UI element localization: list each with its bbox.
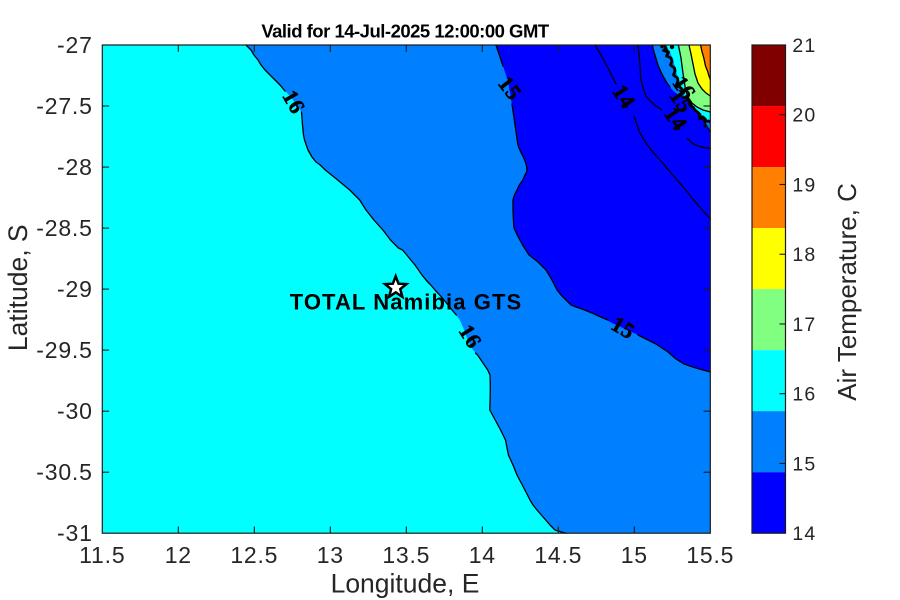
svg-text:15: 15 <box>792 454 816 476</box>
svg-text:14: 14 <box>469 542 496 568</box>
svg-text:13: 13 <box>317 542 344 568</box>
svg-text:TOTAL Namibia GTS: TOTAL Namibia GTS <box>290 289 523 314</box>
svg-text:21: 21 <box>792 35 816 57</box>
svg-text:Longitude, E: Longitude, E <box>331 569 480 599</box>
svg-text:15.5: 15.5 <box>686 542 734 568</box>
svg-text:12.5: 12.5 <box>230 542 278 568</box>
svg-text:19: 19 <box>792 175 816 197</box>
svg-text:12: 12 <box>165 542 192 568</box>
svg-text:17: 17 <box>792 314 816 336</box>
svg-text:-31: -31 <box>57 520 93 546</box>
svg-text:Air Temperature, C: Air Temperature, C <box>832 183 862 401</box>
svg-text:-29: -29 <box>57 276 93 302</box>
svg-text:14: 14 <box>792 523 816 545</box>
svg-text:-30.5: -30.5 <box>36 459 92 485</box>
svg-text:14.5: 14.5 <box>534 542 582 568</box>
svg-text:20: 20 <box>792 105 816 127</box>
svg-text:18: 18 <box>792 244 816 266</box>
svg-text:-27.5: -27.5 <box>36 93 92 119</box>
svg-text:16: 16 <box>792 384 816 406</box>
svg-text:-28: -28 <box>57 154 93 180</box>
svg-text:15: 15 <box>621 542 648 568</box>
svg-text:-28.5: -28.5 <box>36 215 92 241</box>
svg-text:-30: -30 <box>57 398 93 424</box>
svg-text:13.5: 13.5 <box>382 542 430 568</box>
svg-text:-29.5: -29.5 <box>36 337 92 363</box>
svg-text:Valid for 14-Jul-2025 12:00:00: Valid for 14-Jul-2025 12:00:00 GMT <box>261 21 550 42</box>
svg-text:-27: -27 <box>57 32 93 58</box>
svg-text:11.5: 11.5 <box>79 542 125 568</box>
svg-text:Latitude, S: Latitude, S <box>3 224 33 351</box>
